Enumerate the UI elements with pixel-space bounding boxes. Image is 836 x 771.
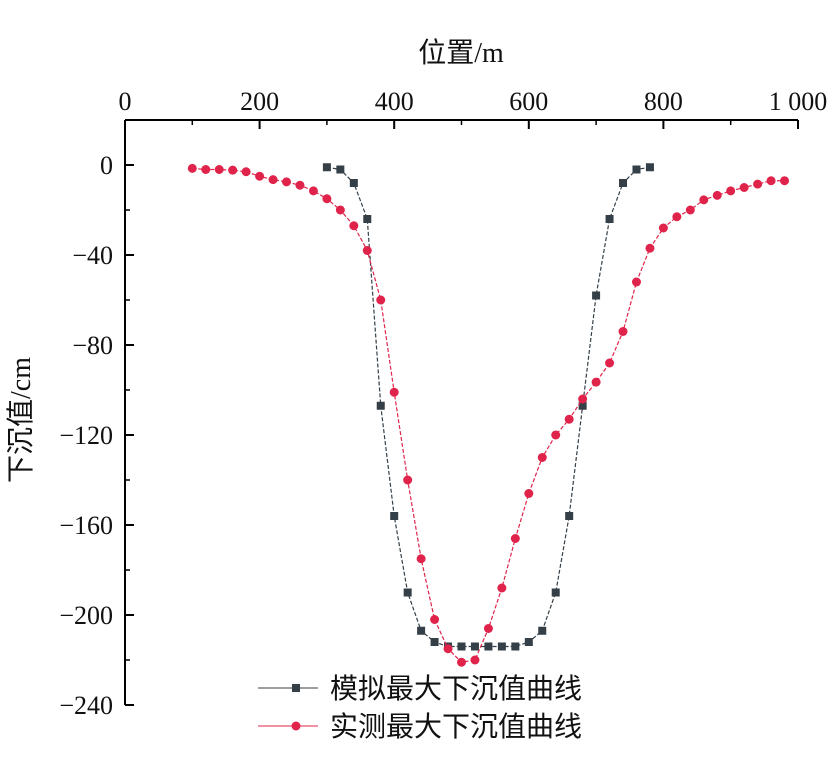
- data-point-circle: [228, 165, 238, 175]
- data-point-square: [457, 642, 466, 651]
- data-point-circle: [376, 295, 386, 305]
- data-point-square: [417, 626, 426, 635]
- data-point-circle: [470, 655, 480, 665]
- data-point-square: [336, 165, 345, 174]
- data-point-circle: [335, 205, 345, 215]
- data-point-circle: [282, 177, 292, 187]
- data-point-circle: [308, 186, 318, 196]
- data-point-circle: [699, 195, 709, 205]
- data-point-circle: [443, 644, 453, 654]
- y-tick-label: −40: [72, 241, 113, 270]
- data-point-circle: [726, 186, 736, 196]
- legend-marker-square: [292, 684, 300, 692]
- data-point-circle: [295, 180, 305, 190]
- y-tick-label: −120: [59, 421, 113, 450]
- data-point-square: [578, 401, 587, 410]
- data-point-square: [349, 179, 358, 187]
- data-point-circle: [241, 167, 251, 177]
- data-point-circle: [685, 205, 695, 215]
- data-point-circle: [578, 394, 588, 404]
- x-tick-label: 600: [509, 87, 548, 116]
- data-point-square: [619, 179, 628, 187]
- data-point-circle: [780, 176, 790, 186]
- data-point-circle: [416, 554, 426, 564]
- data-point-square: [430, 638, 439, 646]
- x-tick-label: 400: [375, 87, 414, 116]
- data-point-square: [376, 401, 385, 410]
- data-point-square: [592, 291, 601, 300]
- series-simulated: [322, 163, 654, 651]
- data-point-circle: [672, 212, 682, 222]
- data-point-circle: [753, 179, 763, 189]
- data-point-square: [605, 215, 614, 223]
- data-point-circle: [605, 358, 615, 368]
- x-tick-label: 200: [240, 87, 279, 116]
- data-point-circle: [712, 190, 722, 200]
- y-tick-label: −240: [59, 691, 113, 720]
- data-point-square: [322, 163, 331, 172]
- data-point-square: [484, 642, 493, 651]
- data-point-square: [565, 512, 574, 520]
- data-point-circle: [362, 246, 372, 255]
- data-point-circle: [739, 183, 749, 192]
- data-point-circle: [430, 615, 440, 624]
- data-point-circle: [766, 176, 776, 186]
- x-axis-label: 位置/m: [418, 37, 504, 69]
- data-point-square: [524, 638, 533, 646]
- y-tick-label: −200: [59, 601, 113, 630]
- x-tick-label: 0: [119, 87, 132, 116]
- x-tick-label: 1 000: [769, 87, 828, 116]
- data-point-circle: [403, 475, 413, 485]
- data-point-square: [511, 642, 520, 651]
- data-point-square: [390, 512, 399, 520]
- legend-marker-circle: [291, 721, 301, 731]
- x-tick-label: 800: [644, 87, 683, 116]
- data-point-circle: [322, 194, 332, 204]
- data-point-circle: [524, 489, 534, 498]
- data-point-circle: [389, 387, 399, 397]
- y-tick-label: −80: [72, 331, 113, 360]
- y-tick-label: −160: [59, 511, 113, 540]
- data-point-circle: [551, 430, 561, 440]
- data-point-circle: [483, 624, 493, 633]
- data-point-square: [551, 588, 560, 597]
- data-point-square: [497, 642, 506, 651]
- data-point-circle: [537, 453, 547, 462]
- y-axis-label: 下沉值/cm: [5, 357, 37, 483]
- series-line: [192, 167, 785, 663]
- data-point-square: [645, 163, 654, 172]
- data-point-circle: [510, 534, 520, 543]
- data-point-circle: [255, 171, 265, 181]
- legend-label-simulated: 模拟最大下沉值曲线: [330, 673, 582, 705]
- legend-label-measured: 实测最大下沉值曲线: [330, 711, 582, 743]
- series-line: [326, 166, 651, 648]
- data-point-circle: [268, 175, 278, 185]
- data-point-circle: [631, 277, 641, 287]
- data-point-square: [470, 642, 479, 651]
- data-point-square: [538, 626, 547, 635]
- data-point-circle: [349, 221, 359, 231]
- data-point-square: [403, 588, 412, 597]
- data-point-circle: [564, 414, 574, 424]
- data-point-circle: [201, 165, 211, 174]
- data-point-circle: [457, 657, 466, 667]
- data-point-square: [363, 215, 372, 223]
- data-point-circle: [214, 165, 224, 174]
- y-tick-label: 0: [100, 151, 113, 180]
- data-point-circle: [658, 223, 668, 233]
- data-point-square: [632, 165, 641, 174]
- series-measured: [187, 163, 790, 667]
- data-point-circle: [645, 243, 655, 253]
- data-point-circle: [618, 327, 628, 336]
- data-point-circle: [497, 583, 507, 593]
- data-point-circle: [187, 163, 197, 173]
- legend: 模拟最大下沉值曲线 实测最大下沉值曲线: [258, 673, 582, 743]
- data-point-circle: [591, 377, 601, 387]
